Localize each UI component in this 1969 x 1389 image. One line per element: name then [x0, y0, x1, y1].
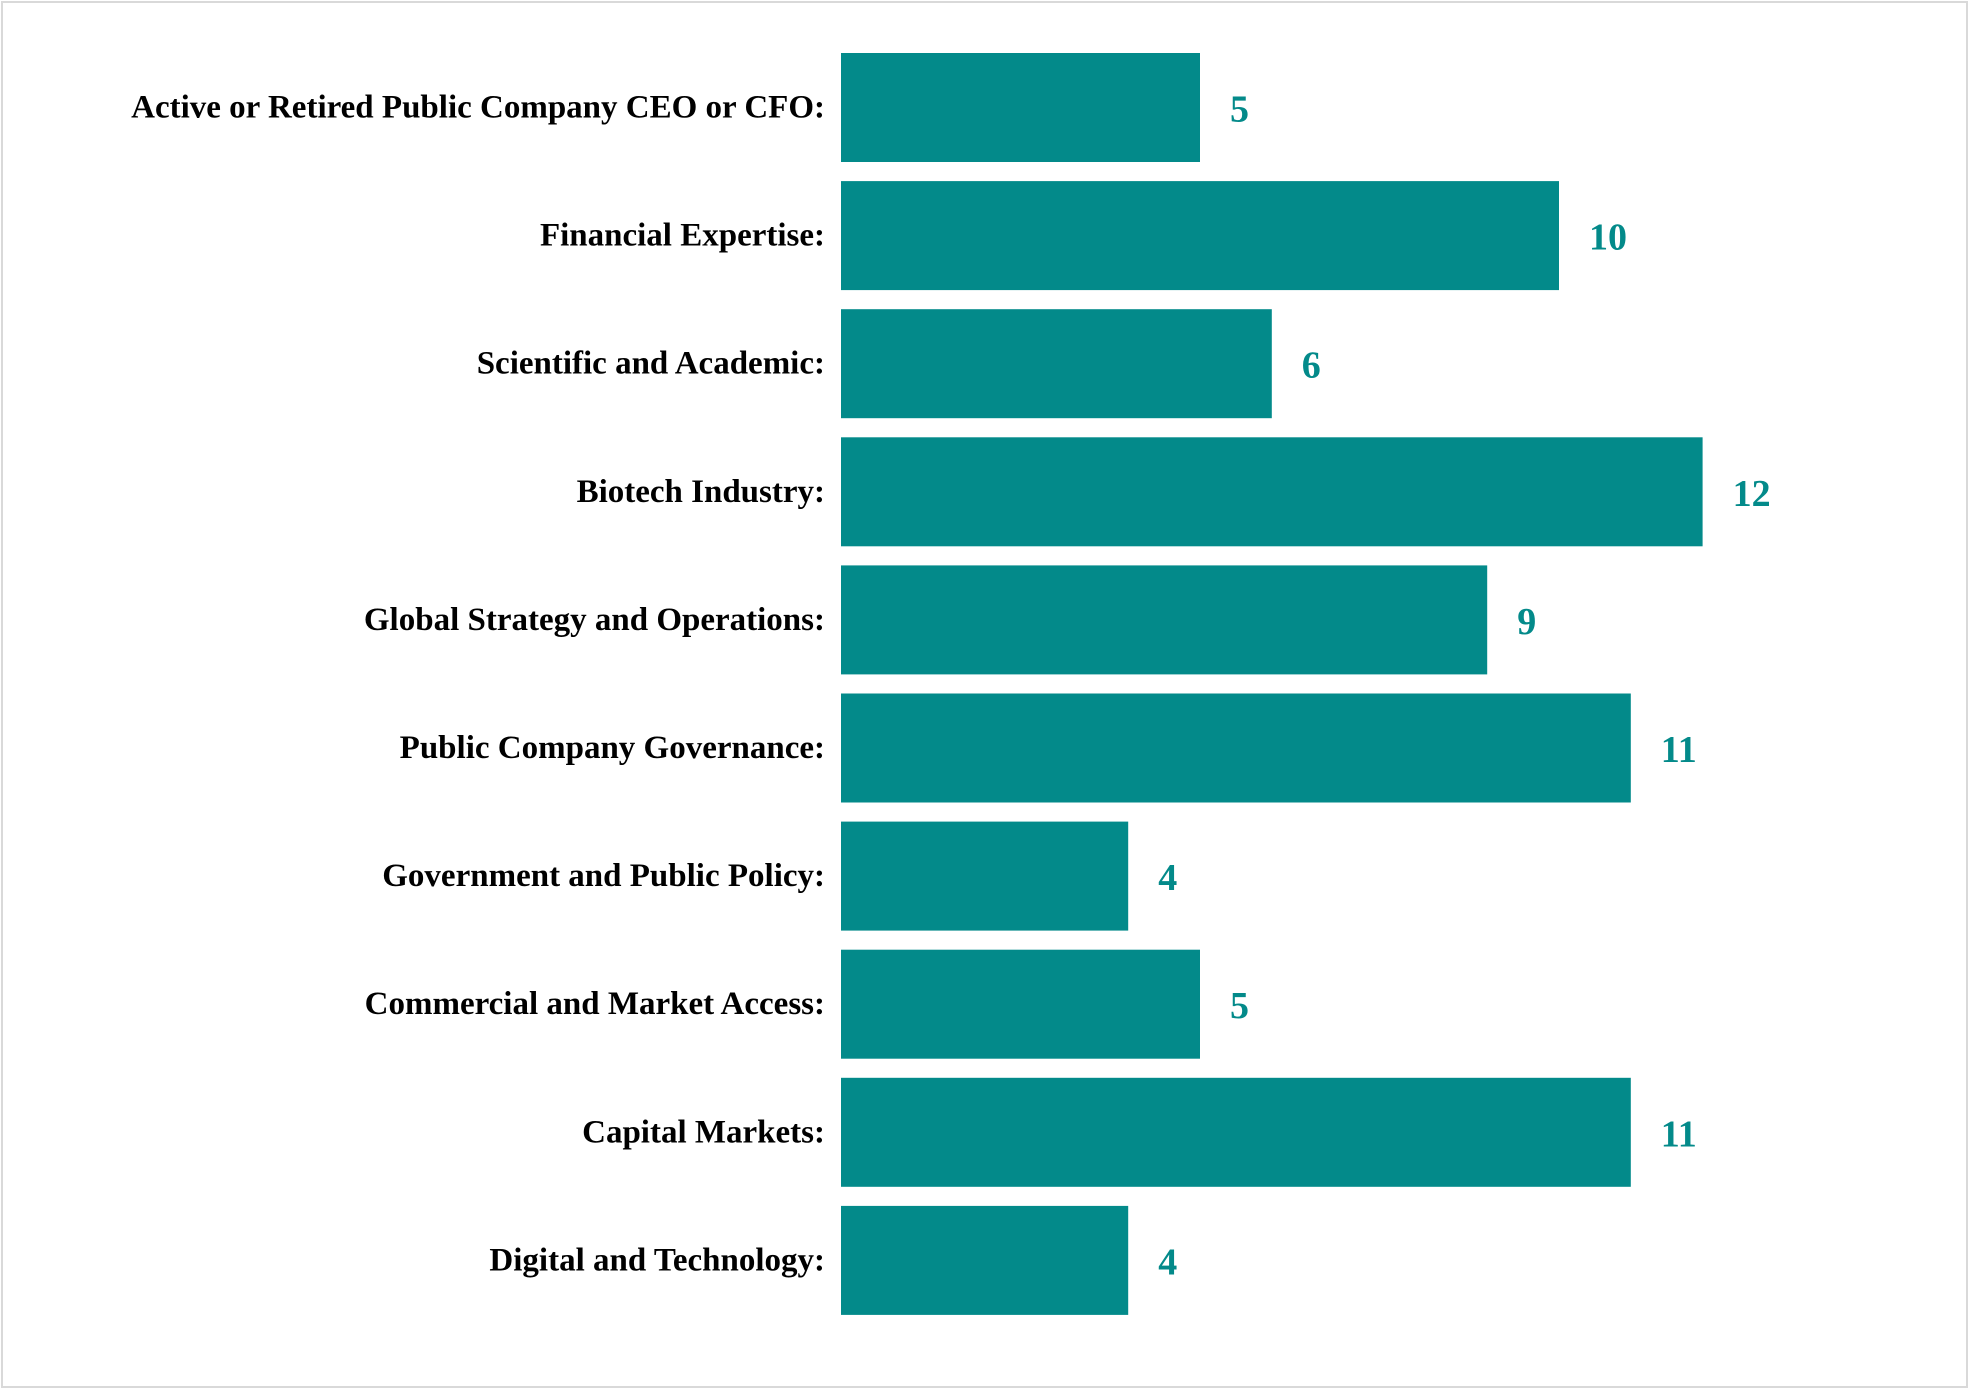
- bars-layer: [841, 53, 1703, 1315]
- bar-2: [841, 309, 1272, 419]
- value-label-0: 5: [1230, 89, 1249, 131]
- value-label-9: 4: [1158, 1241, 1177, 1283]
- category-label-6: Government and Public Policy:: [382, 858, 825, 894]
- category-label-1: Financial Expertise:: [540, 218, 825, 254]
- category-label-9: Digital and Technology:: [489, 1242, 825, 1278]
- value-label-6: 4: [1158, 857, 1177, 899]
- bar-0: [841, 53, 1200, 162]
- bar-4: [841, 565, 1488, 675]
- value-label-7: 5: [1230, 985, 1249, 1027]
- category-label-0: Active or Retired Public Company CEO or …: [131, 90, 825, 126]
- value-label-1: 10: [1589, 217, 1627, 259]
- value-label-4: 9: [1517, 601, 1536, 643]
- bar-8: [841, 1077, 1631, 1187]
- bar-1: [841, 181, 1559, 291]
- bar-chart: Active or Retired Public Company CEO or …: [131, 53, 1771, 1315]
- category-label-3: Biotech Industry:: [577, 474, 825, 510]
- value-label-3: 12: [1733, 473, 1771, 515]
- category-label-2: Scientific and Academic:: [477, 346, 825, 382]
- category-label-5: Public Company Governance:: [400, 730, 825, 766]
- category-labels-layer: Active or Retired Public Company CEO or …: [131, 90, 825, 1279]
- bar-6: [841, 821, 1129, 931]
- category-label-8: Capital Markets:: [582, 1114, 825, 1150]
- value-labels-layer: 5 10 6 12 9 11 4 5 11 4: [1158, 89, 1770, 1284]
- value-label-2: 6: [1302, 345, 1321, 387]
- bar-3: [841, 437, 1703, 547]
- category-label-7: Commercial and Market Access:: [365, 986, 825, 1022]
- category-label-4: Global Strategy and Operations:: [364, 602, 825, 638]
- bar-7: [841, 949, 1200, 1059]
- bar-5: [841, 693, 1631, 803]
- bar-9: [841, 1205, 1129, 1315]
- value-label-8: 11: [1661, 1113, 1697, 1155]
- value-label-5: 11: [1661, 729, 1697, 771]
